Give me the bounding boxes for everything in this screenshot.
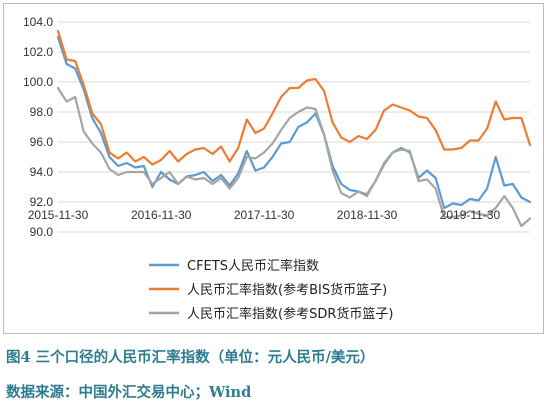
x-tick-label: 2018-11-30 — [337, 208, 398, 222]
x-tick-label: 2015-11-30 — [28, 208, 89, 222]
y-tick-label: 96.0 — [30, 135, 54, 149]
y-tick-label: 98.0 — [30, 105, 54, 119]
series-lines — [56, 29, 532, 228]
series-line — [56, 86, 532, 228]
y-tick-label: 104.0 — [23, 15, 53, 29]
x-tick-label: 2016-11-30 — [131, 208, 192, 222]
series-line — [56, 29, 532, 166]
y-tick-label: 100.0 — [23, 75, 53, 89]
y-axis-tick-labels: 90.0 92.0 94.0 96.0 98.0 100.0 102.0 104.0 — [23, 15, 53, 239]
series-line — [56, 35, 532, 210]
gridlines — [58, 21, 530, 233]
figure-caption: 图4 三个口径的人民币汇率指数（单位：元人民币/美元） — [6, 349, 375, 366]
y-tick-label: 94.0 — [30, 165, 54, 179]
data-source-note: 数据来源：中国外汇交易中心；Wind — [6, 384, 252, 401]
x-axis-tick-labels: 2015-11-30 2016-11-30 2017-11-30 2018-11-30… — [28, 208, 501, 222]
chart-frame: 90.0 92.0 94.0 96.0 98.0 100.0 102.0 104.0 2015… — [3, 3, 544, 334]
y-tick-label: 90.0 — [30, 225, 54, 239]
x-tick-label: 2019-11-30 — [440, 208, 501, 222]
legend-label: 人民币汇率指数(参考BIS货币篮子) — [187, 282, 387, 298]
x-tick-label: 2017-11-30 — [234, 208, 295, 222]
y-tick-label: 102.0 — [23, 45, 53, 59]
y-tick-label: 92.0 — [30, 195, 54, 209]
legend-label: CFETS人民币汇率指数 — [187, 258, 319, 274]
line-chart: 90.0 92.0 94.0 96.0 98.0 100.0 102.0 104.0 2015… — [23, 15, 532, 322]
legend-label: 人民币汇率指数(参考SDR货币篮子) — [187, 306, 393, 322]
